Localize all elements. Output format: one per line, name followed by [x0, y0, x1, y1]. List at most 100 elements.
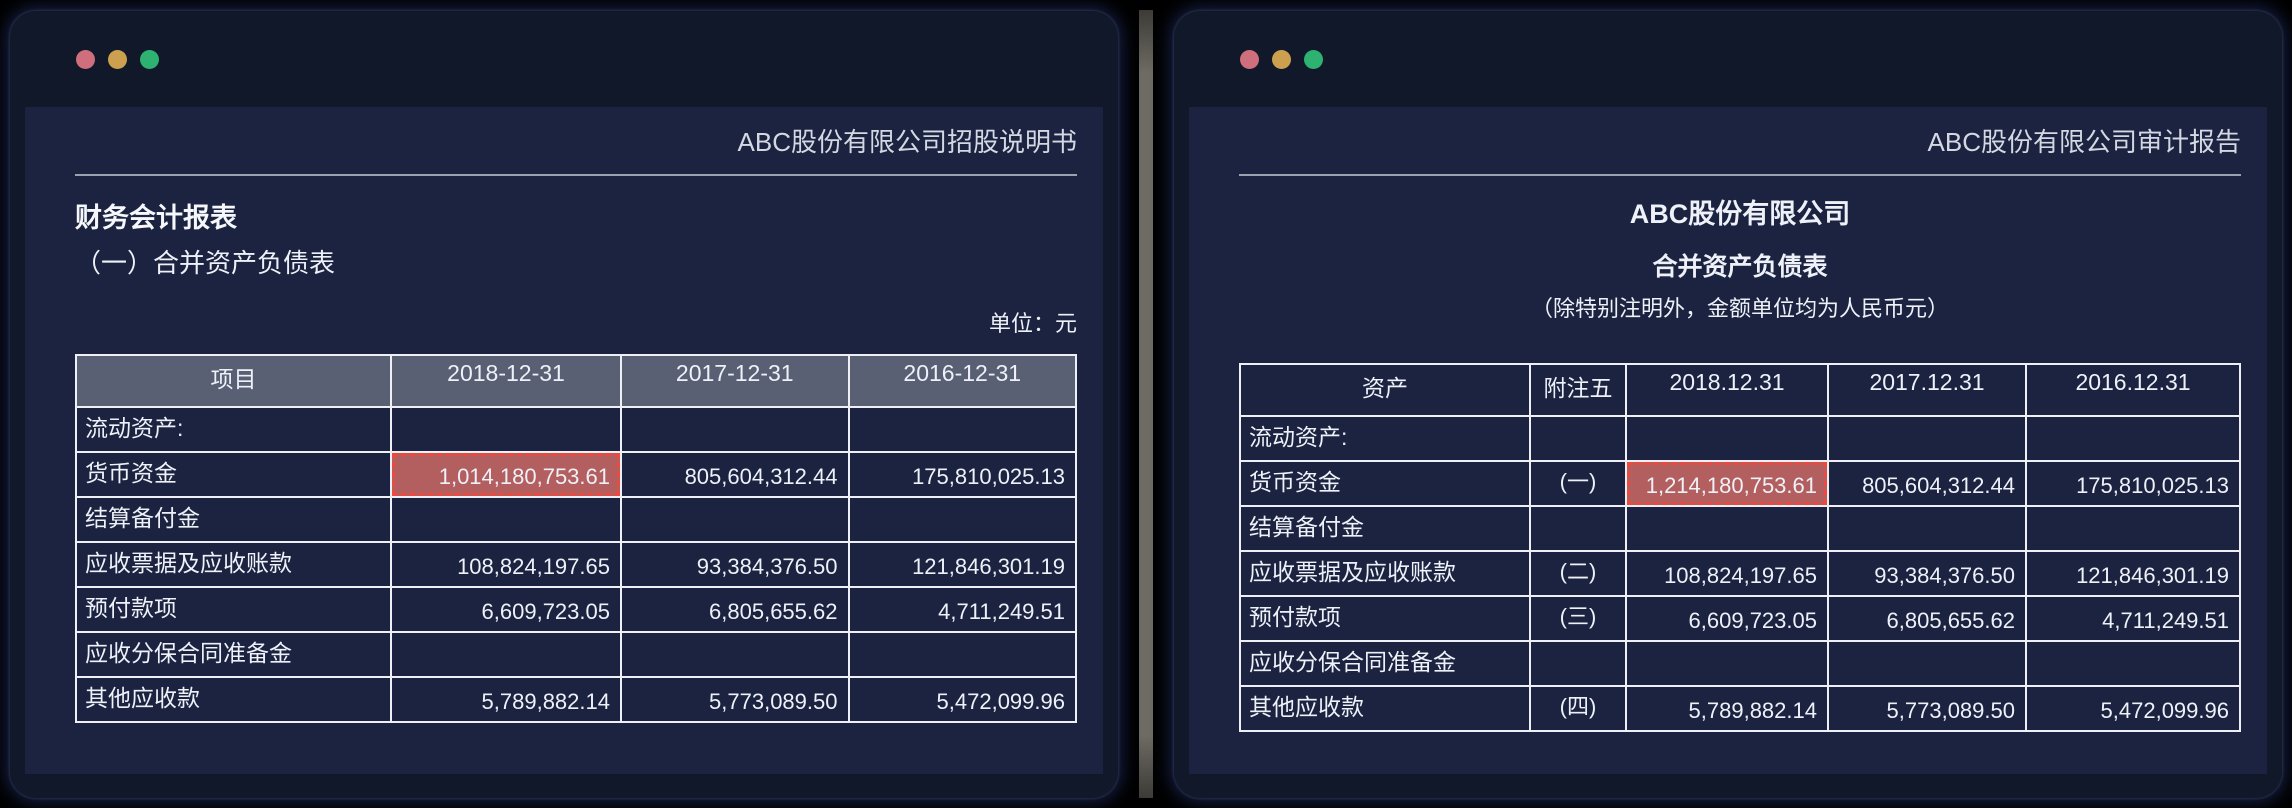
- value-cell: [2025, 505, 2241, 553]
- value-cell: 5,773,089.50: [1827, 685, 2027, 733]
- row-label: 货币资金: [1249, 469, 1341, 496]
- row-label-cell: 应收票据及应收账款: [1239, 550, 1531, 598]
- row-label: 预付款项: [85, 595, 177, 622]
- value-cell: [1625, 415, 1829, 463]
- cell-value: 1,014,180,753.61: [438, 464, 610, 490]
- value-cell: 108,824,197.65: [1625, 550, 1829, 598]
- value-cell: 121,846,301.19: [847, 541, 1077, 589]
- cell-value: 5,773,089.50: [1886, 698, 2015, 724]
- highlighted-value-cell[interactable]: 1,214,180,753.61: [1625, 460, 1829, 508]
- row-label-cell: 应收分保合同准备金: [75, 631, 392, 679]
- table-row: 其他应收款 (四) 5,789,882.14 5,773,089.50 5,472,09…: [1239, 685, 2241, 733]
- maximize-button[interactable]: [140, 49, 159, 69]
- value-cell: 6,805,655.62: [1827, 595, 2027, 643]
- minimize-button[interactable]: [108, 49, 127, 69]
- column-header: 2017-12-31: [620, 354, 850, 409]
- value-cell: [1625, 640, 1829, 688]
- window-gap-divider: [1139, 10, 1153, 798]
- value-cell: [390, 406, 622, 454]
- value-cell: 175,810,025.13: [847, 451, 1077, 499]
- company-name: ABC股份有限公司: [1629, 199, 1851, 230]
- value-cell: [2025, 415, 2241, 463]
- maximize-button[interactable]: [1304, 49, 1323, 69]
- row-label-cell: 结算备付金: [75, 496, 392, 544]
- table-row: 流动资产:: [1239, 415, 2241, 463]
- header-divider: [75, 174, 1077, 177]
- value-cell: 5,472,099.96: [2025, 685, 2241, 733]
- cell-value: 93,384,376.50: [696, 554, 838, 580]
- value-cell: [847, 496, 1077, 544]
- row-label: 其他应收款: [85, 685, 200, 712]
- document-title: ABC股份有限公司招股说明书: [737, 127, 1077, 157]
- value-cell: [2025, 640, 2241, 688]
- row-label: 其他应收款: [1249, 694, 1364, 721]
- value-cell: [620, 631, 850, 679]
- document-title: ABC股份有限公司审计报告: [1927, 127, 2241, 157]
- close-button[interactable]: [1240, 49, 1259, 69]
- note-ref-cell: [1529, 505, 1627, 553]
- value-cell: 5,789,882.14: [390, 676, 622, 724]
- cell-value: 805,604,312.44: [684, 464, 838, 490]
- column-header: 2016.12.31: [2025, 363, 2241, 418]
- row-label: 货币资金: [85, 460, 177, 487]
- row-label: 应收分保合同准备金: [85, 640, 292, 667]
- table-row: 应收分保合同准备金: [75, 631, 1077, 679]
- audit-document: ABC股份有限公司审计报告 ABC股份有限公司 合并资产负债表 （除特别注明外，…: [1189, 107, 2267, 774]
- value-cell: 4,711,249.51: [2025, 595, 2241, 643]
- cell-value: 5,789,882.14: [1688, 698, 1817, 724]
- note-ref-cell: [1529, 415, 1627, 463]
- value-cell: 6,609,723.05: [390, 586, 622, 634]
- row-label-cell: 应收票据及应收账款: [75, 541, 392, 589]
- prospectus-document: ABC股份有限公司招股说明书 财务会计报表 （一）合并资产负债表 单位：元 项目…: [25, 107, 1103, 774]
- value-cell: 5,773,089.50: [620, 676, 850, 724]
- row-label: 预付款项: [1249, 604, 1341, 631]
- table-row: 应收分保合同准备金: [1239, 640, 2241, 688]
- cell-value: 6,609,723.05: [1688, 608, 1817, 634]
- cell-value: 6,609,723.05: [481, 599, 610, 625]
- value-cell: [1625, 505, 1829, 553]
- balance-sheet-table: 项目 2018-12-31 2017-12-31 2016-12-31 流动资产: 货币资…: [75, 354, 1077, 724]
- cell-value: 93,384,376.50: [1874, 563, 2015, 589]
- value-cell: [620, 406, 850, 454]
- value-cell: [390, 631, 622, 679]
- note-ref-cell: (二): [1529, 550, 1627, 598]
- column-header: 项目: [75, 354, 392, 409]
- row-label-cell: 其他应收款: [75, 676, 392, 724]
- value-cell: 121,846,301.19: [2025, 550, 2241, 598]
- unit-note: （除特别注明外，金额单位均为人民币元）: [1530, 296, 1949, 322]
- cell-value: 175,810,025.13: [2076, 473, 2229, 499]
- audit-titlebar: [1174, 11, 2282, 107]
- note-ref-cell: (一): [1529, 460, 1627, 508]
- row-label: 应收分保合同准备金: [1249, 649, 1456, 676]
- column-header: 资产: [1239, 363, 1531, 418]
- value-cell: [1827, 640, 2027, 688]
- value-cell: 5,789,882.14: [1625, 685, 1829, 733]
- highlighted-value-cell[interactable]: 1,014,180,753.61: [390, 451, 622, 499]
- cell-value: 5,773,089.50: [709, 689, 838, 715]
- value-cell: [1827, 505, 2027, 553]
- cell-value: 6,805,655.62: [1886, 608, 2015, 634]
- row-label: 流动资产:: [1249, 424, 1348, 451]
- table-row: 货币资金 1,014,180,753.61 805,604,312.44 175,81…: [75, 451, 1077, 499]
- minimize-button[interactable]: [1272, 49, 1291, 69]
- close-button[interactable]: [76, 49, 95, 69]
- table-row: 预付款项 6,609,723.05 6,805,655.62 4,711,249.51: [75, 586, 1077, 634]
- value-cell: 805,604,312.44: [1827, 460, 2027, 508]
- row-label: 结算备付金: [85, 505, 200, 532]
- header-row: 资产 附注五 2018.12.31 2017.12.31 2016.12.31: [1239, 363, 2241, 418]
- note-ref: (二): [1559, 559, 1597, 585]
- header-divider: [1239, 174, 2241, 177]
- value-cell: [1827, 415, 2027, 463]
- note-ref: (三): [1559, 604, 1597, 630]
- column-header: 2016-12-31: [847, 354, 1077, 409]
- table-row: 应收票据及应收账款 108,824,197.65 93,384,376.50 121,…: [75, 541, 1077, 589]
- table-row: 其他应收款 5,789,882.14 5,773,089.50 5,472,099.9…: [75, 676, 1077, 724]
- row-label-cell: 应收分保合同准备金: [1239, 640, 1531, 688]
- cell-value: 175,810,025.13: [912, 464, 1065, 490]
- note-ref-cell: (三): [1529, 595, 1627, 643]
- table-row: 结算备付金: [1239, 505, 2241, 553]
- value-cell: [847, 631, 1077, 679]
- cell-value: 1,214,180,753.61: [1645, 473, 1817, 499]
- cell-value: 6,805,655.62: [709, 599, 838, 625]
